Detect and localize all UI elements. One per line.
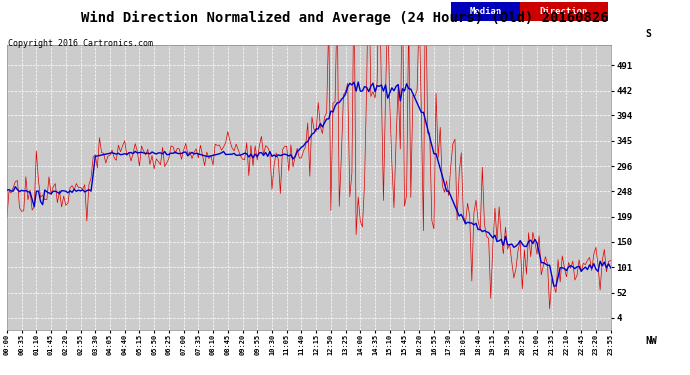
Text: S: S — [646, 29, 651, 39]
Text: Copyright 2016 Cartronics.com: Copyright 2016 Cartronics.com — [8, 39, 153, 48]
Text: Direction: Direction — [540, 7, 588, 16]
Text: Wind Direction Normalized and Average (24 Hours) (Old) 20160826: Wind Direction Normalized and Average (2… — [81, 11, 609, 26]
Text: NW: NW — [646, 336, 658, 346]
Text: Median: Median — [469, 7, 502, 16]
FancyBboxPatch shape — [520, 2, 608, 21]
FancyBboxPatch shape — [451, 2, 520, 21]
